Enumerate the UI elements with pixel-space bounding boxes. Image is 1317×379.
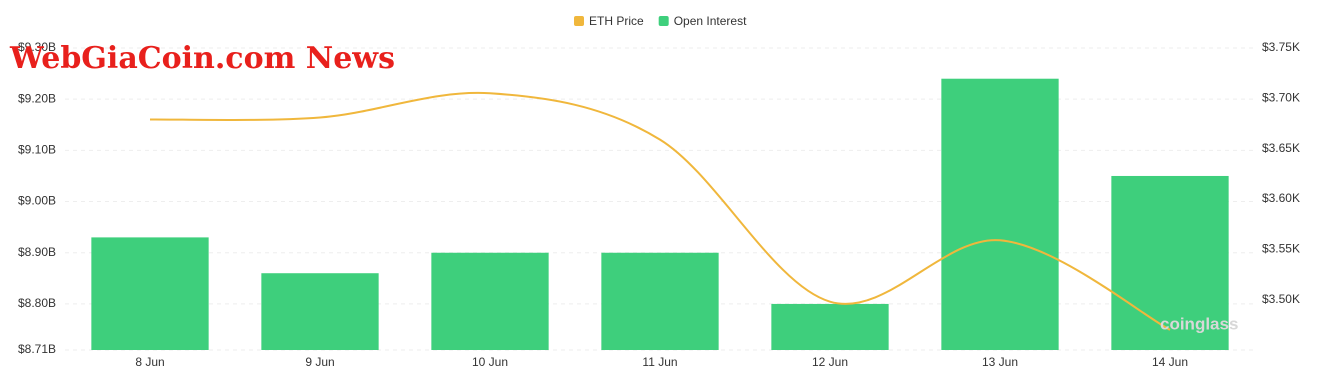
bar	[941, 78, 1059, 351]
x-tick-label: 10 Jun	[472, 355, 508, 369]
bar	[1111, 175, 1229, 350]
x-tick-label: 12 Jun	[812, 355, 848, 369]
y-tick-label: $8.90B	[18, 245, 56, 259]
legend-label: Open Interest	[674, 14, 747, 28]
y2-tick-label: $3.70K	[1262, 91, 1300, 105]
bar	[431, 252, 549, 350]
y-tick-label: $9.10B	[18, 143, 56, 157]
source-watermark: coinglass	[1160, 314, 1238, 333]
x-tick-label: 14 Jun	[1152, 355, 1188, 369]
watermark: WebGiaCoin.com News	[9, 41, 395, 76]
bar	[771, 303, 889, 350]
x-tick-label: 13 Jun	[982, 355, 1018, 369]
plot: $8.71B $8.80B $8.90B $9.00B $9.10B $9.20B $9.3…	[18, 40, 1300, 369]
y-tick-label: $8.80B	[18, 296, 56, 310]
bar	[261, 273, 379, 350]
y-tick-label: $9.30B	[18, 40, 56, 54]
x-tick-label: 9 Jun	[305, 355, 334, 369]
line	[149, 91, 1171, 331]
y-tick-label: $9.00B	[18, 194, 56, 208]
y-tick-label: $8.71B	[18, 342, 56, 356]
y2-tick-label: $3.75K	[1262, 40, 1300, 54]
y2-tick-label: $3.65K	[1262, 141, 1300, 155]
x-tick-label: 8 Jun	[135, 355, 164, 369]
x-tick-label: 11 Jun	[642, 355, 677, 369]
y2-tick-label: $3.50K	[1262, 292, 1300, 306]
bar	[91, 237, 209, 350]
legend-swatch	[574, 16, 584, 26]
legend-swatch	[658, 16, 669, 26]
bar	[601, 252, 719, 350]
legend-label: ETH Price	[589, 14, 644, 28]
y2-tick-label: $3.60K	[1262, 191, 1300, 205]
y-tick-label: $9.20B	[18, 91, 56, 105]
y2-tick-label: $3.55K	[1262, 242, 1300, 256]
